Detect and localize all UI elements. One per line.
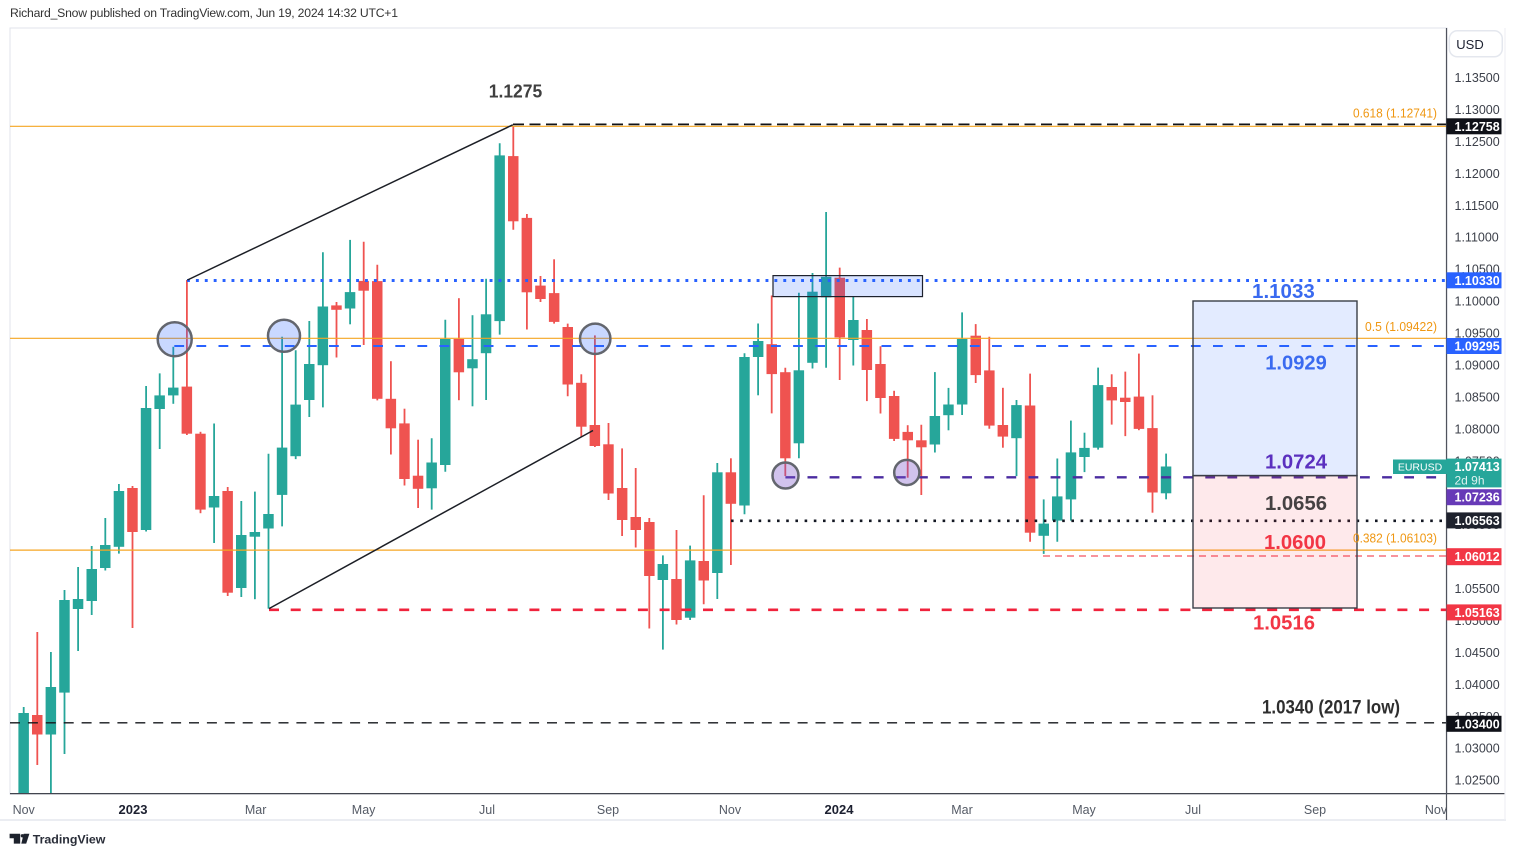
svg-text:1.0600: 1.0600 <box>1264 532 1326 554</box>
svg-text:1.13000: 1.13000 <box>1455 103 1500 117</box>
svg-text:1.10000: 1.10000 <box>1455 295 1500 309</box>
svg-text:1.08500: 1.08500 <box>1455 390 1500 404</box>
svg-text:1.11000: 1.11000 <box>1455 231 1499 245</box>
svg-text:1.13500: 1.13500 <box>1455 71 1500 85</box>
svg-text:Mar: Mar <box>951 803 973 817</box>
svg-text:1.07413: 1.07413 <box>1455 460 1500 474</box>
svg-text:Jul: Jul <box>479 803 495 817</box>
svg-text:1.09000: 1.09000 <box>1455 358 1500 372</box>
svg-text:1.04000: 1.04000 <box>1455 678 1500 692</box>
svg-text:1.05163: 1.05163 <box>1455 606 1500 620</box>
svg-text:1.0724: 1.0724 <box>1265 452 1328 474</box>
svg-text:1.0340 (2017 low): 1.0340 (2017 low) <box>1262 698 1400 719</box>
svg-text:1.12000: 1.12000 <box>1455 167 1500 181</box>
svg-text:1.0656: 1.0656 <box>1265 493 1327 515</box>
svg-text:1.07236: 1.07236 <box>1455 491 1500 505</box>
svg-text:1.03400: 1.03400 <box>1455 717 1500 731</box>
svg-text:0.382 (1.06103): 0.382 (1.06103) <box>1353 532 1437 546</box>
svg-text:2d 9h: 2d 9h <box>1455 474 1485 488</box>
svg-text:TradingView: TradingView <box>33 832 106 846</box>
svg-text:0.5 (1.09422): 0.5 (1.09422) <box>1365 320 1437 334</box>
svg-text:1.09500: 1.09500 <box>1455 327 1500 341</box>
svg-text:EURUSD: EURUSD <box>1398 462 1443 474</box>
svg-text:Nov: Nov <box>1425 803 1448 817</box>
svg-text:1.06563: 1.06563 <box>1455 514 1500 528</box>
svg-text:May: May <box>1072 803 1096 817</box>
svg-text:1.10330: 1.10330 <box>1455 274 1500 288</box>
svg-text:1.1275: 1.1275 <box>489 82 543 102</box>
svg-text:1.0929: 1.0929 <box>1265 352 1327 374</box>
svg-text:May: May <box>352 803 376 817</box>
svg-text:1.12758: 1.12758 <box>1455 120 1500 134</box>
svg-text:Sep: Sep <box>1304 803 1326 817</box>
svg-text:1.09295: 1.09295 <box>1455 340 1500 354</box>
svg-text:1.04500: 1.04500 <box>1455 646 1500 660</box>
svg-text:Nov: Nov <box>13 803 36 817</box>
svg-text:1.1033: 1.1033 <box>1252 281 1315 303</box>
svg-text:2023: 2023 <box>119 802 148 817</box>
svg-text:Nov: Nov <box>719 803 742 817</box>
svg-text:1.08000: 1.08000 <box>1455 422 1500 436</box>
svg-text:1.12500: 1.12500 <box>1455 135 1500 149</box>
svg-text:1.05500: 1.05500 <box>1455 582 1500 596</box>
svg-text:1.02500: 1.02500 <box>1455 774 1500 788</box>
svg-text:1.11500: 1.11500 <box>1455 199 1499 213</box>
svg-text:Jul: Jul <box>1185 803 1201 817</box>
svg-text:2024: 2024 <box>825 802 855 817</box>
svg-text:Mar: Mar <box>245 803 267 817</box>
svg-text:1.06012: 1.06012 <box>1455 550 1500 564</box>
svg-text:Sep: Sep <box>597 803 619 817</box>
svg-text:1.03000: 1.03000 <box>1455 742 1500 756</box>
svg-text:USD: USD <box>1456 37 1483 52</box>
svg-text:1.0516: 1.0516 <box>1253 613 1315 635</box>
svg-text:0.618 (1.12741): 0.618 (1.12741) <box>1353 107 1437 121</box>
